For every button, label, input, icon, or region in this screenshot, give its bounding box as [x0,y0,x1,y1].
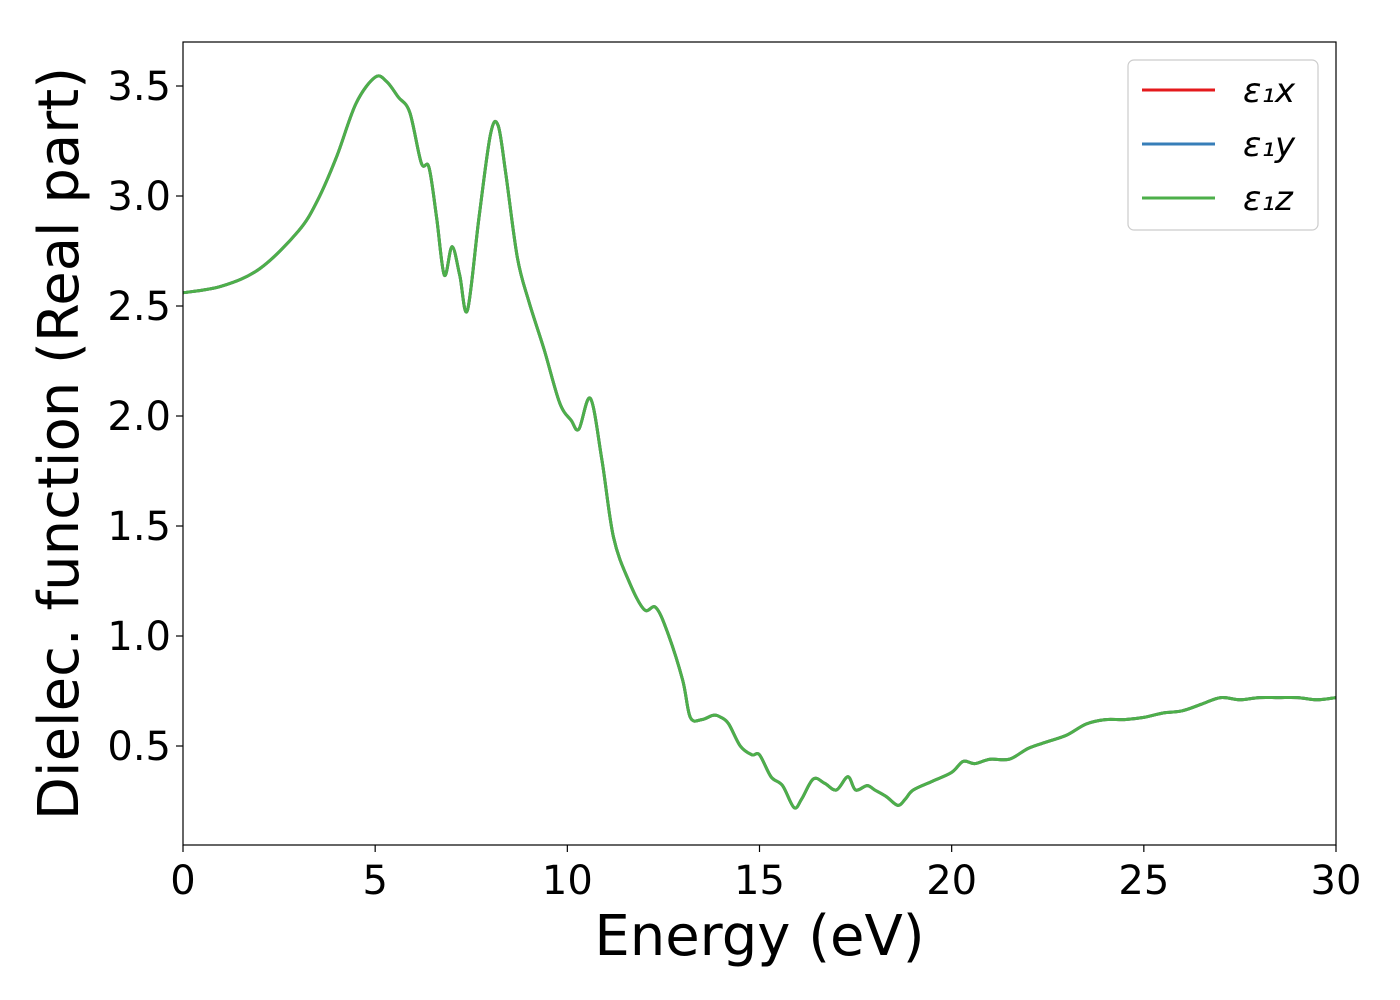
x-tick-label: 5 [362,858,387,904]
series-line-3 [183,74,1336,810]
y-axis: 0.5 1.0 1.5 2.0 2.5 3.0 3.5 [107,64,183,770]
y-tick-label: 1.0 [107,614,171,660]
legend-label: ε₁z [1243,179,1294,219]
y-tick-label: 2.5 [107,284,171,330]
x-tick-label: 15 [734,858,785,904]
x-tick-label: 10 [542,858,593,904]
x-tick-label: 0 [170,858,195,904]
legend-box [1127,59,1319,231]
y-tick-label: 3.0 [107,174,171,220]
y-tick-label: 0.5 [107,724,171,770]
legend-label: ε₁y [1243,125,1296,165]
x-axis: 0 5 10 15 20 25 30 [170,845,1361,904]
legend: ε₁x ε₁y ε₁z [1127,59,1319,231]
x-tick-label: 30 [1311,858,1362,904]
y-tick-label: 3.5 [107,64,171,110]
y-axis-title: Dielec. function (Real part) [27,67,92,820]
x-tick-label: 25 [1118,858,1169,904]
y-tick-label: 2.0 [107,394,171,440]
x-tick-label: 20 [926,858,977,904]
series-layer [183,74,1336,810]
legend-label: ε₁x [1243,71,1296,111]
y-tick-label: 1.5 [107,504,171,550]
x-axis-title: Energy (eV) [594,904,924,969]
